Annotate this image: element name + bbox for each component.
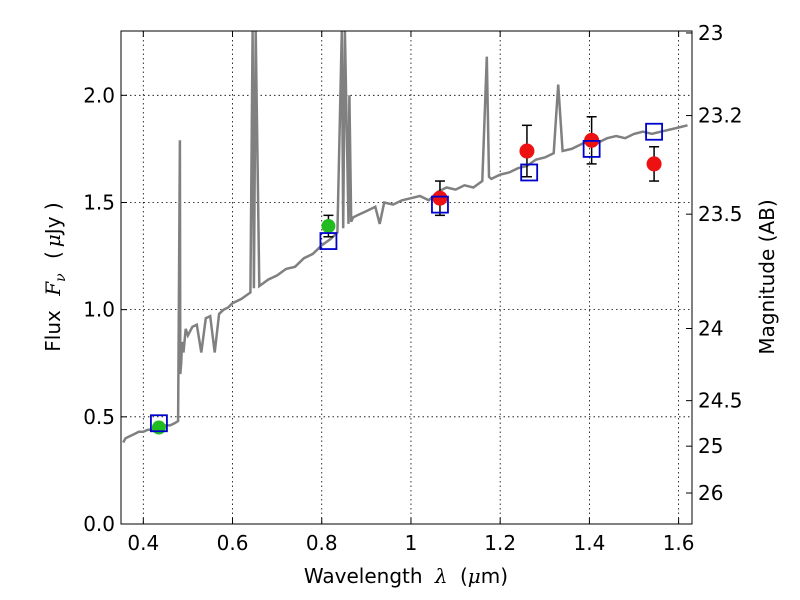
- grid-lines: [121, 31, 692, 525]
- nir-point-0: [432, 190, 448, 206]
- optical-point-0: [151, 420, 166, 435]
- synthetic-photometry-squares: [150, 122, 663, 433]
- y2-tick-label-2: 23.5: [698, 202, 743, 226]
- y-tick-label-2: 1.0: [83, 298, 115, 322]
- synthetic-square-0: [150, 414, 168, 433]
- plot-frame: [120, 30, 693, 525]
- optical-point-1: [321, 219, 336, 234]
- y2-tick-label-0: 23: [698, 21, 723, 45]
- x-tick-label-6: 1.6: [663, 531, 695, 555]
- secondary-y-axis-ticks: 23 23.2 23.5 24 24.5 25 26: [686, 21, 743, 505]
- synthetic-square-2: [431, 195, 449, 214]
- synthetic-square-5: [645, 122, 663, 141]
- y-axis-label: Flux Fν (μJy ): [41, 202, 70, 351]
- x-tick-label-5: 1.4: [573, 531, 605, 555]
- y2-tick-label-3: 24: [698, 317, 723, 341]
- nir-point-3: [646, 156, 662, 172]
- y-axis-ticks: 0.0 0.5 1.0 1.5 2.0: [83, 83, 127, 536]
- x-tick-label-4: 1.2: [484, 531, 516, 555]
- x-axis-ticks: 0.4 0.6 0.8 1 1.2 1.4 1.6: [127, 31, 695, 555]
- synthetic-square-1: [319, 232, 338, 250]
- y2-tick-label-6: 26: [698, 481, 723, 505]
- x-tick-label-1: 0.6: [217, 531, 249, 555]
- model-spectrum-line: [122, 31, 688, 444]
- y-tick-label-0: 0.0: [83, 512, 115, 536]
- y2-tick-label-4: 24.5: [698, 389, 743, 413]
- y-tick-label-1: 0.5: [83, 405, 115, 429]
- y-tick-label-4: 2.0: [83, 83, 115, 107]
- synthetic-square-3: [520, 163, 539, 182]
- y-tick-label-3: 1.5: [83, 190, 115, 214]
- y2-tick-label-1: 23.2: [698, 104, 743, 128]
- x-tick-label-3: 1: [405, 531, 418, 555]
- y2-tick-label-5: 25: [698, 434, 723, 458]
- error-bars: [153, 115, 660, 433]
- secondary-y-axis-label: Magnitude (AB): [755, 199, 779, 354]
- synthetic-square-4: [582, 139, 601, 158]
- x-axis-label: Wavelength λ (μm): [304, 564, 508, 588]
- nir-photometry-points: [432, 132, 662, 206]
- x-tick-label-2: 0.8: [306, 531, 338, 555]
- plot-area: [122, 31, 688, 444]
- nir-point-1: [519, 143, 535, 159]
- x-tick-label-0: 0.4: [127, 531, 159, 555]
